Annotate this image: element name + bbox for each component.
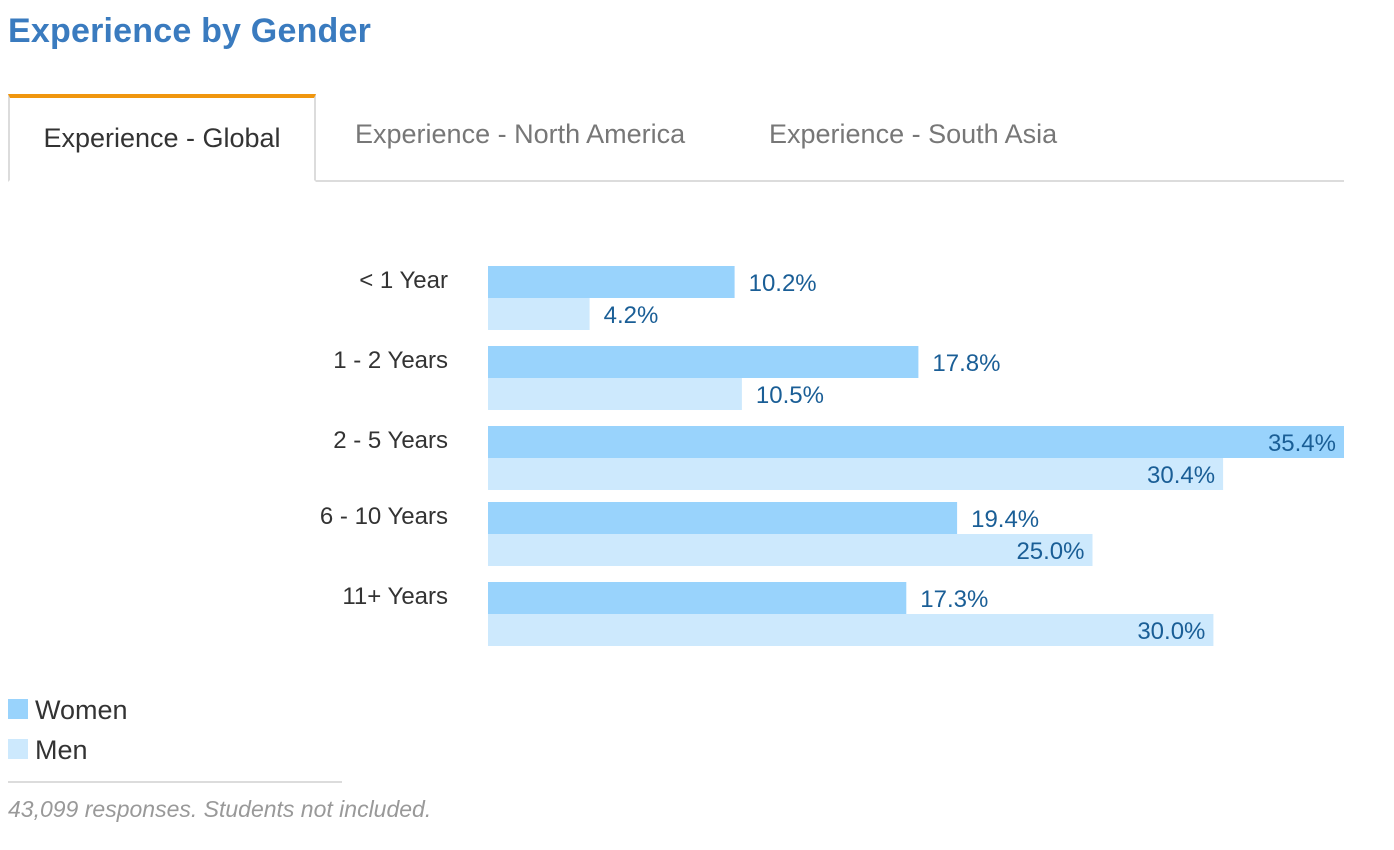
footnote: 43,099 responses. Students not included. — [8, 796, 432, 822]
experience-bar-chart: < 1 Year 10.2% 4.2% 1 - 2 Years 17.8% 10.5% 2 … — [320, 266, 1344, 646]
value-label-women-6-10-years: 19.4% — [971, 506, 1039, 533]
footnote-divider — [8, 781, 342, 783]
bar-men-2-5-years[interactable] — [488, 458, 1224, 490]
value-label-men-2-5-years: 30.4% — [1147, 462, 1215, 489]
value-label-men-1-year: 4.2% — [604, 302, 659, 329]
tab-experience-north-america[interactable]: Experience - North America — [355, 119, 686, 149]
category-label-1-year: < 1 Year — [359, 267, 448, 294]
value-label-men-1-2-years: 10.5% — [756, 382, 824, 409]
tab-bar: Experience - Global Experience - North A… — [8, 94, 1344, 182]
bar-women-6-10-years[interactable] — [488, 502, 958, 534]
value-label-women-11-years: 17.3% — [920, 586, 988, 613]
bar-men-1-2-years[interactable] — [488, 378, 742, 410]
value-label-men-11-years: 30.0% — [1137, 618, 1205, 645]
category-label-6-10-years: 6 - 10 Years — [320, 503, 448, 530]
bar-men-11-years[interactable] — [488, 614, 1214, 646]
category-label-11-years: 11+ Years — [342, 583, 448, 610]
bar-women-2-5-years[interactable] — [488, 426, 1344, 458]
value-label-women-1-2-years: 17.8% — [932, 350, 1000, 377]
tab-experience-south-asia[interactable]: Experience - South Asia — [769, 119, 1058, 149]
bar-women-11-years[interactable] — [488, 582, 907, 614]
value-label-men-6-10-years: 25.0% — [1016, 538, 1084, 565]
category-label-1-2-years: 1 - 2 Years — [333, 347, 448, 374]
tab-experience-global[interactable]: Experience - Global — [8, 94, 316, 182]
value-label-women-2-5-years: 35.4% — [1268, 430, 1336, 457]
legend-label-women: Women — [35, 695, 128, 725]
legend-swatch-men — [8, 739, 28, 759]
category-label-2-5-years: 2 - 5 Years — [333, 427, 448, 454]
value-label-women-1-year: 10.2% — [749, 270, 817, 297]
bar-women-1-2-years[interactable] — [488, 346, 919, 378]
bar-men-6-10-years[interactable] — [488, 534, 1093, 566]
bar-men-1-year[interactable] — [488, 298, 590, 330]
bar-women-1-year[interactable] — [488, 266, 735, 298]
legend-label-men: Men — [35, 735, 88, 765]
legend-swatch-women — [8, 699, 28, 719]
page-title: Experience by Gender — [8, 12, 372, 50]
